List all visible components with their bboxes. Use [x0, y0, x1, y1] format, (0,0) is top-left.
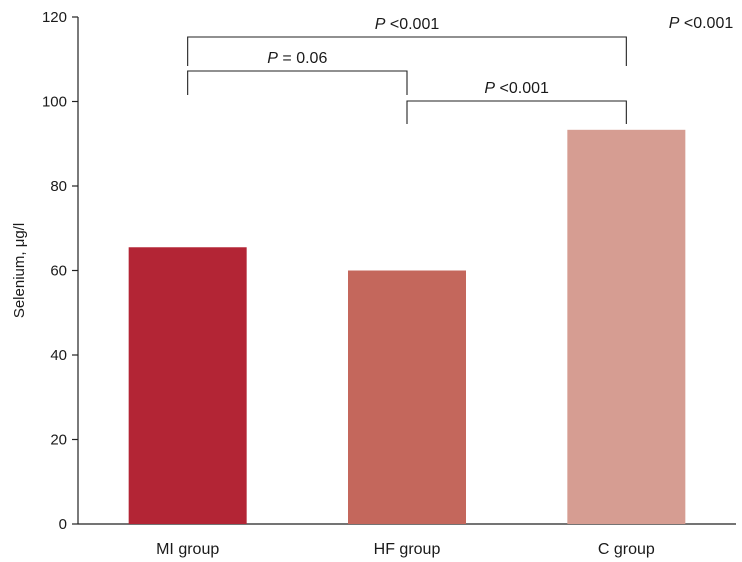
p-value-label: P <0.001 [484, 80, 549, 97]
overall-p-value-label: P <0.001 [669, 15, 734, 32]
bar-mi-group [128, 247, 247, 524]
p-value-label: P <0.001 [375, 16, 440, 33]
significance-bracket [406, 100, 627, 124]
significance-bracket [187, 36, 627, 66]
y-tick-label: 120 [42, 9, 67, 26]
significance-bracket [187, 70, 408, 95]
y-tick-label: 60 [50, 263, 67, 280]
y-axis: 0 20 40 60 80 100 120 [42, 9, 79, 533]
y-tick-label: 0 [59, 516, 67, 533]
y-tick-label: 40 [50, 347, 67, 364]
x-category-label: HF group [374, 541, 441, 558]
significance-annotations: P <0.001 P = 0.06 P <0.001 P <0.001 [187, 15, 734, 124]
x-category-label: MI group [156, 541, 219, 558]
y-axis-title: Selenium, μg/l [11, 223, 28, 318]
bars [128, 129, 686, 524]
x-category-label: C group [598, 541, 655, 558]
y-tick-label: 100 [42, 94, 67, 111]
bar-hf-group [348, 270, 466, 524]
x-axis: MI group HF group C group [78, 523, 736, 558]
y-tick-label: 20 [50, 432, 67, 449]
y-tick-label: 80 [50, 178, 67, 195]
p-value-label: P = 0.06 [267, 50, 327, 67]
bar-c-group [567, 129, 686, 524]
